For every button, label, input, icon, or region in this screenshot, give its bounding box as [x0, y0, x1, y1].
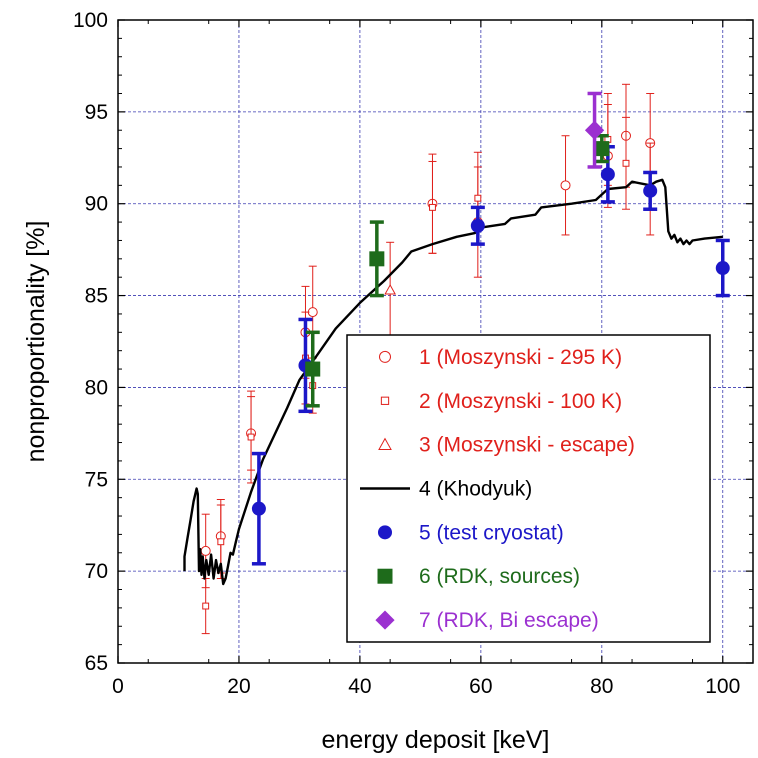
- legend: 1 (Moszynski - 295 K) 2 (Moszynski - 100 …: [346, 334, 711, 643]
- y-tick-label: 75: [85, 468, 108, 491]
- data-point: [622, 159, 630, 167]
- series-7: [584, 91, 605, 169]
- legend-label: 7 (RDK, Bi escape): [419, 609, 599, 632]
- y-tick-label: 80: [85, 376, 108, 399]
- data-point: [307, 307, 318, 318]
- x-tick-label: 100: [705, 675, 740, 698]
- legend-swatch: [380, 396, 390, 405]
- x-tick-label: 60: [469, 675, 492, 698]
- data-point: [200, 545, 211, 556]
- data-point: [715, 261, 730, 276]
- legend-label: 2 (Moszynski - 100 K): [419, 390, 622, 413]
- data-point: [305, 361, 321, 377]
- x-tick-label: 20: [227, 675, 250, 698]
- legend-label: 3 (Moszynski - escape): [419, 434, 635, 457]
- data-marks: [183, 83, 730, 635]
- data-point: [470, 218, 485, 233]
- x-tick-label: 80: [590, 675, 613, 698]
- y-tick-label: 65: [85, 652, 108, 675]
- y-tick-label: 85: [85, 285, 108, 308]
- series-4: [183, 178, 723, 586]
- data-point: [202, 602, 210, 610]
- legend-label: 4 (Khodyuk): [419, 478, 532, 501]
- y-axis-title: nonproportionality [%]: [22, 221, 50, 463]
- legend-swatch: [378, 437, 392, 450]
- legend-swatch: [378, 525, 392, 540]
- data-point: [584, 120, 605, 140]
- series-3: [384, 241, 396, 339]
- y-tick-label: 95: [85, 101, 108, 124]
- axis-ticks: 0 20 40 60 80 100 65 70 75 80 85 90 95 100: [73, 9, 753, 698]
- data-point: [474, 194, 482, 202]
- khodyuk-curve: [183, 178, 723, 586]
- data-point: [251, 501, 266, 516]
- data-point: [429, 203, 436, 211]
- plot-frame: [117, 19, 754, 664]
- data-point: [600, 167, 615, 182]
- y-tick-label: 90: [85, 193, 108, 216]
- legend-label: 6 (RDK, sources): [419, 565, 580, 588]
- data-point: [643, 183, 658, 198]
- data-point: [384, 284, 396, 295]
- data-point: [560, 180, 571, 191]
- legend-swatch: [379, 350, 391, 363]
- legend-label: 5 (test cryostat): [419, 521, 564, 544]
- y-tick-label: 100: [73, 9, 108, 32]
- legend-label: 1 (Moszynski - 295 K): [419, 346, 622, 369]
- x-tick-label: 0: [112, 675, 124, 698]
- legend-swatch: [377, 568, 393, 584]
- series-5: [251, 145, 730, 566]
- data-point: [594, 141, 610, 157]
- legend-swatch: [375, 610, 395, 630]
- series-6: [305, 133, 610, 408]
- data-point: [217, 538, 225, 546]
- data-point: [369, 251, 385, 267]
- data-point: [247, 433, 255, 441]
- x-tick-label: 40: [348, 675, 371, 698]
- y-tick-label: 70: [85, 560, 108, 583]
- x-axis-title: energy deposit [keV]: [322, 726, 550, 754]
